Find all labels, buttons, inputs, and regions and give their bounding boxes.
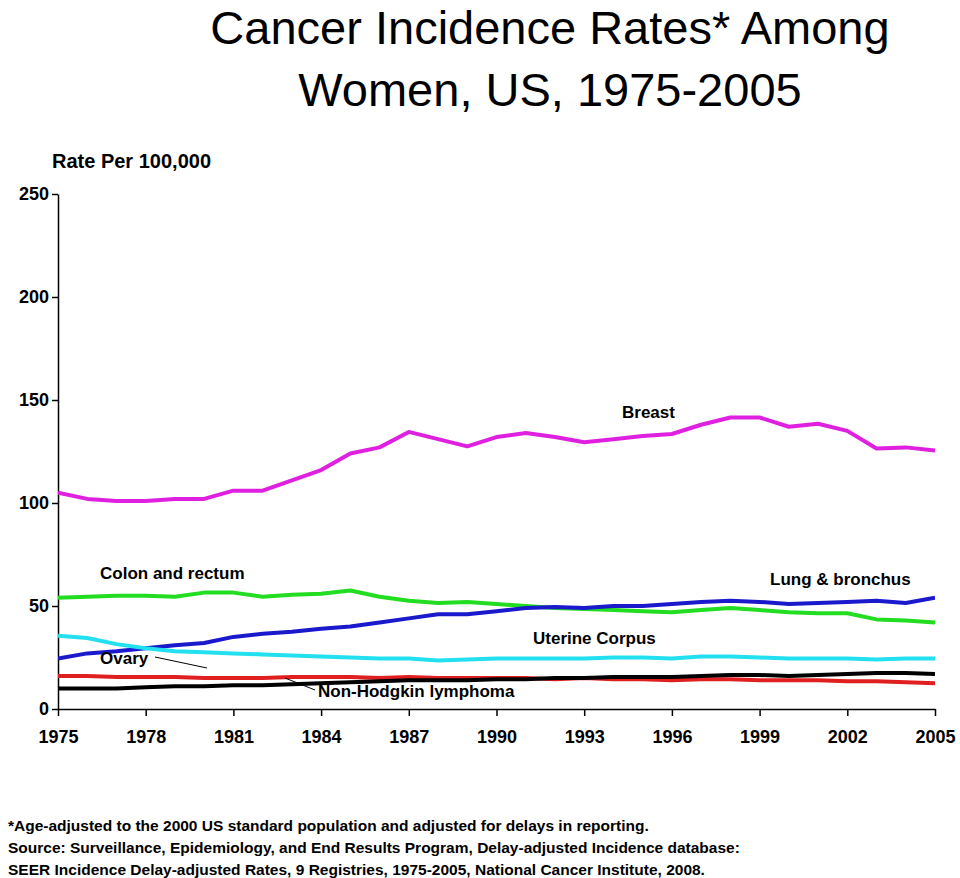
y-tick: 250: [19, 184, 58, 204]
footnote: SEER Incidence Delay-adjusted Rates, 9 R…: [8, 861, 705, 878]
series-line: [58, 598, 935, 659]
series-line: [58, 591, 935, 623]
y-tick-label: 0: [39, 699, 49, 719]
series-line: [58, 636, 935, 661]
x-tick-label: 1987: [389, 727, 429, 747]
x-tick: 1981: [214, 709, 254, 747]
y-tick: 100: [19, 493, 58, 513]
y-tick-mark: [52, 400, 58, 402]
y-tick-label: 100: [19, 493, 49, 513]
x-tick-label: 1993: [565, 727, 605, 747]
x-tick: 1999: [740, 709, 780, 747]
y-tick-mark: [52, 503, 58, 505]
x-tick-label: 2002: [828, 727, 868, 747]
x-tick: 2002: [828, 709, 868, 747]
x-tick-label: 1984: [302, 727, 342, 747]
y-tick-mark: [52, 297, 58, 299]
x-tick: 1987: [389, 709, 429, 747]
y-tick-label: 50: [29, 596, 49, 616]
y-axis-title: Rate Per 100,000: [52, 150, 211, 172]
title: Women, US, 1975-2005: [298, 63, 801, 116]
x-tick-mark: [935, 709, 937, 716]
x-tick-mark: [58, 709, 60, 716]
x-tick: 1984: [302, 709, 342, 747]
y-tick-mark: [52, 606, 58, 608]
series-label: Lung & bronchus: [770, 570, 911, 589]
x-axis: 1975 1978 1981 1984 1987 1990 1993 1996 1999 2002…: [38, 709, 955, 747]
x-tick-mark: [672, 709, 674, 716]
footnote: Source: Surveillance, Epidemiology, and …: [8, 839, 740, 856]
x-tick: 1993: [565, 709, 605, 747]
x-tick-mark: [496, 709, 498, 716]
x-tick: 1975: [38, 709, 78, 747]
x-tick: 1996: [652, 709, 692, 747]
chart: Cancer Incidence Rates* Among Women, US, …: [0, 0, 960, 878]
x-tick: 1990: [477, 709, 517, 747]
x-tick-mark: [145, 709, 147, 716]
leader-line: [155, 657, 207, 668]
series-line: [58, 418, 935, 501]
y-tick: 0: [39, 699, 58, 719]
x-tick: 2005: [915, 709, 955, 747]
x-tick-label: 1975: [38, 727, 78, 747]
x-tick-label: 1996: [652, 727, 692, 747]
x-tick-mark: [233, 709, 235, 716]
y-tick: 50: [29, 596, 58, 616]
series-labels: Breast Colon and rectum Lung & bronchus Ute…: [100, 403, 911, 701]
x-tick-label: 1990: [477, 727, 517, 747]
x-tick-label: 2005: [915, 727, 955, 747]
x-tick-mark: [847, 709, 849, 716]
x-tick: 1978: [126, 709, 166, 747]
title: Cancer Incidence Rates* Among: [210, 1, 889, 54]
series-label: Breast: [622, 403, 675, 422]
x-tick-mark: [759, 709, 761, 716]
y-tick-mark: [52, 194, 58, 196]
plot-area: [58, 418, 935, 689]
series-label: Colon and rectum: [100, 564, 245, 583]
y-tick-mark: [52, 709, 58, 711]
x-tick-mark: [321, 709, 323, 716]
series-label: Uterine Corpus: [533, 629, 656, 648]
x-tick-mark: [409, 709, 411, 716]
y-tick: 150: [19, 390, 58, 410]
leader-line: [285, 678, 315, 690]
y-axis: 0 50 100 150 200 250: [19, 184, 59, 719]
x-tick-mark: [584, 709, 586, 716]
y-tick: 200: [19, 287, 58, 307]
x-tick-label: 1999: [740, 727, 780, 747]
x-tick-label: 1978: [126, 727, 166, 747]
series-label: Non-Hodgkin lymphoma: [318, 682, 515, 701]
y-tick-label: 150: [19, 390, 49, 410]
y-tick-label: 250: [19, 184, 49, 204]
x-tick-label: 1981: [214, 727, 254, 747]
series-label: Ovary: [100, 649, 149, 668]
y-axis-line: [58, 195, 60, 710]
footnote: *Age-adjusted to the 2000 US standard po…: [8, 817, 649, 834]
y-tick-label: 200: [19, 287, 49, 307]
